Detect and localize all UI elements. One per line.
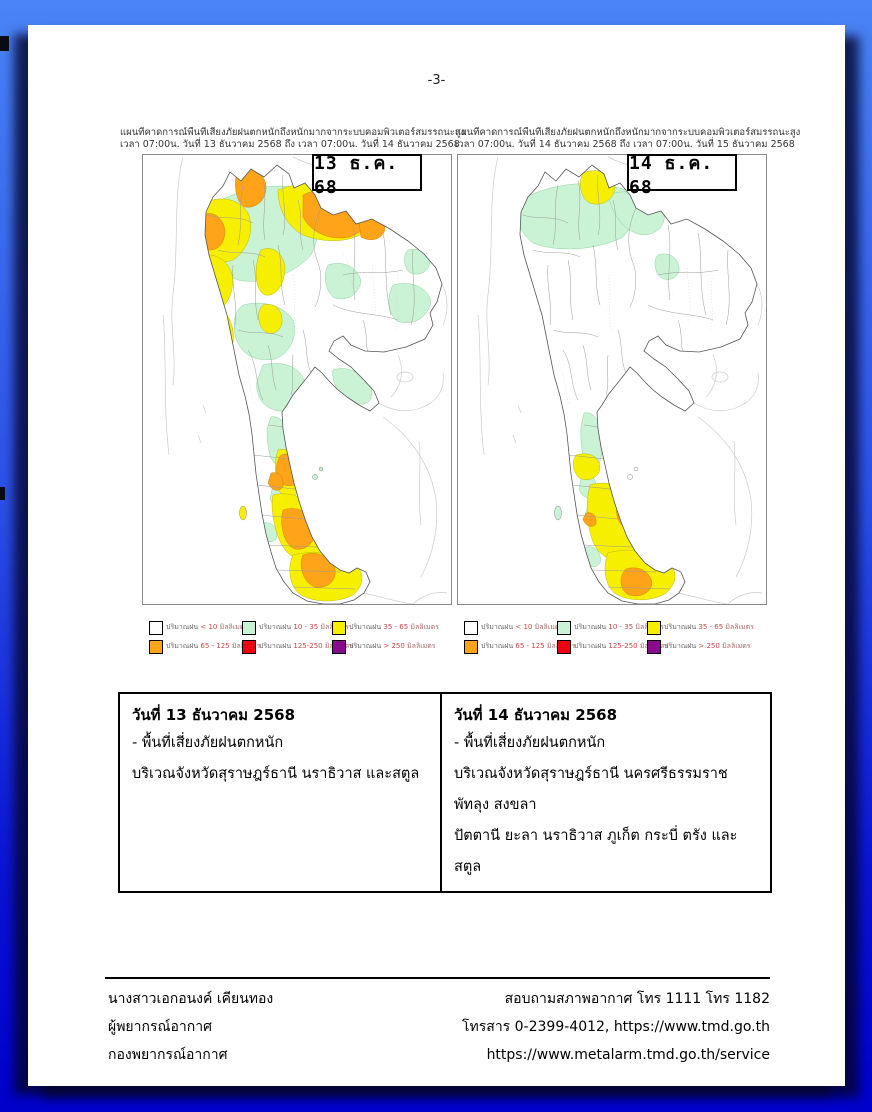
legend-swatch-yellow xyxy=(332,620,346,635)
legend-swatch-green xyxy=(242,620,256,635)
map-date-label-13: 13 ธ.ค. 68 xyxy=(312,153,422,198)
contact-service-url: https://www.metalarm.tmd.go.th/service xyxy=(486,1047,770,1063)
rainfall-legend-13: ปริมาณฝน < 10 มิลลิเมตร ปริมาณฝน 10 - 35… xyxy=(142,620,450,660)
legend-swatch-white xyxy=(149,620,163,635)
rain-forecast-map-14: 14 ธ.ค. 68 xyxy=(457,153,767,605)
scan-artifact xyxy=(0,36,9,51)
map-title-13-line2: เวลา 07:00น. วันที่ 13 ธันวาคม 2568 ถึง … xyxy=(120,139,460,150)
legend-item: ปริมาณฝน 35 - 65 มิลลิเมตร xyxy=(647,620,754,635)
contact-fax-url: โทรสาร 0-2399-4012, https://www.tmd.go.t… xyxy=(462,1019,770,1035)
document-page: -3- แผนที่คาดการณ์พื้นที่เสี่ยงภัยฝนตกหน… xyxy=(28,25,845,1086)
legend-swatch-green xyxy=(557,620,571,635)
legend-swatch-orange xyxy=(149,639,163,654)
legend-swatch-yellow xyxy=(647,620,661,635)
summary-heading-14: วันที่ 14 ธันวาคม 2568 xyxy=(454,706,618,724)
legend-swatch-orange xyxy=(464,639,478,654)
summary-heading-13: วันที่ 13 ธันวาคม 2568 xyxy=(132,706,296,724)
legend-swatch-purple xyxy=(647,639,661,654)
map-title-13-line1: แผนที่คาดการณ์พื้นที่เสี่ยงภัยฝนตกหนักถึ… xyxy=(120,127,465,138)
summary-line: บริเวณจังหวัดสุราษฎร์ธานี นราธิวาส และสต… xyxy=(132,766,420,782)
legend-item: ปริมาณฝน > 250 มิลลิเมตร xyxy=(647,639,751,654)
footer-divider xyxy=(105,977,770,979)
map-date-label-14: 14 ธ.ค. 68 xyxy=(627,153,737,198)
summary-line: - พื้นที่เสี่ยงภัยฝนตกหนัก xyxy=(454,735,606,751)
legend-swatch-red xyxy=(242,639,256,654)
legend-item: ปริมาณฝน < 10 มิลลิเมตร xyxy=(149,620,248,635)
legend-swatch-red xyxy=(557,639,571,654)
summary-line: ปัตตานี ยะลา นราธิวาส ภูเก็ต กระบี่ ตรัง… xyxy=(454,828,738,875)
summary-line: - พื้นที่เสี่ยงภัยฝนตกหนัก xyxy=(132,735,284,751)
summary-cell-14: วันที่ 14 ธันวาคม 2568 - พื้นที่เสี่ยงภั… xyxy=(442,694,770,891)
footer-forecaster: นางสาวเอกอนงค์ เคียนทอง ผู้พยากรณ์อากาศ … xyxy=(108,985,273,1069)
map-title-14-line2: เวลา 07:00น. วันที่ 14 ธันวาคม 2568 ถึง … xyxy=(455,139,795,150)
rainfall-legend-14: ปริมาณฝน < 10 มิลลิเมตร ปริมาณฝน 10 - 35… xyxy=(457,620,765,660)
legend-swatch-white xyxy=(464,620,478,635)
footer-contact: สอบถามสภาพอากาศ โทร 1111 โทร 1182 โทรสาร… xyxy=(408,985,770,1069)
legend-swatch-purple xyxy=(332,639,346,654)
summary-cell-13: วันที่ 13 ธันวาคม 2568 - พื้นที่เสี่ยงภั… xyxy=(120,694,442,891)
forecaster-name: นางสาวเอกอนงค์ เคียนทอง xyxy=(108,991,274,1007)
legend-item: ปริมาณฝน > 250 มิลลิเมตร xyxy=(332,639,436,654)
rain-forecast-map-13: 13 ธ.ค. 68 xyxy=(142,153,452,605)
legend-item: ปริมาณฝน 35 - 65 มิลลิเมตร xyxy=(332,620,439,635)
map-title-14-line1: แผนที่คาดการณ์พื้นที่เสี่ยงภัยฝนตกหนักถึ… xyxy=(455,127,800,138)
map-title-14: แผนที่คาดการณ์พื้นที่เสี่ยงภัยฝนตกหนักถึ… xyxy=(455,127,800,151)
summary-line: บริเวณจังหวัดสุราษฎร์ธานี นครศรีธรรมราช … xyxy=(454,766,728,813)
forecaster-division: กองพยากรณ์อากาศ xyxy=(108,1047,228,1063)
map-title-13: แผนที่คาดการณ์พื้นที่เสี่ยงภัยฝนตกหนักถึ… xyxy=(120,127,465,151)
legend-item: ปริมาณฝน < 10 มิลลิเมตร xyxy=(464,620,563,635)
thailand-map-13 xyxy=(162,156,448,604)
scan-artifact xyxy=(0,487,5,500)
page-number: -3- xyxy=(427,73,446,88)
contact-phone: สอบถามสภาพอากาศ โทร 1111 โทร 1182 xyxy=(504,991,770,1007)
risk-summary-table: วันที่ 13 ธันวาคม 2568 - พื้นที่เสี่ยงภั… xyxy=(118,692,772,893)
forecaster-title: ผู้พยากรณ์อากาศ xyxy=(108,1019,212,1035)
thailand-map-14 xyxy=(477,156,763,604)
